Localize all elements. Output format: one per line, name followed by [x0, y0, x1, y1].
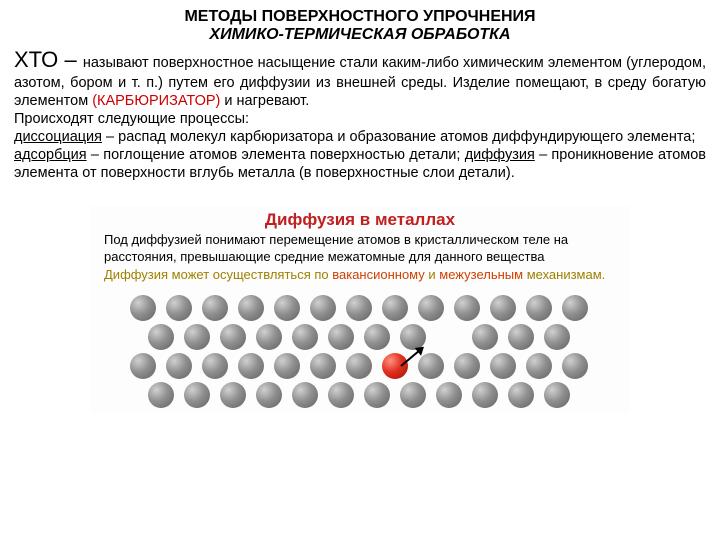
p2-c: и	[425, 267, 440, 282]
atom-gray	[220, 324, 246, 350]
atom-gray	[544, 382, 570, 408]
atom-gray	[130, 295, 156, 321]
atom-gray	[202, 353, 228, 379]
atom-gray	[364, 382, 390, 408]
atom-gray	[508, 382, 534, 408]
xto-term: ХТО	[14, 47, 58, 72]
karburizator: (КАРБЮРИЗАТОР)	[92, 93, 220, 109]
title-line-1: МЕТОДЫ ПОВЕРХНОСТНОГО УПРОЧНЕНИЯ	[14, 8, 706, 26]
atom-gray	[490, 353, 516, 379]
atom-gray	[436, 382, 462, 408]
atom-gray	[508, 324, 534, 350]
atom-lattice	[90, 289, 630, 413]
atom-gray	[238, 295, 264, 321]
intro-part2: и нагревают.	[220, 93, 309, 109]
atom-gray	[562, 353, 588, 379]
diffusion-diagram: Диффузия в металлах Под диффузией понима…	[90, 206, 630, 413]
atom-gray	[202, 295, 228, 321]
diagram-title: Диффузия в металлах	[90, 206, 630, 232]
atom-gray	[490, 295, 516, 321]
atom-gray	[256, 382, 282, 408]
title-line-2: ХИМИКО-ТЕРМИЧЕСКАЯ ОБРАБОТКА	[14, 26, 706, 44]
atom-gray	[166, 353, 192, 379]
atom-gray	[400, 382, 426, 408]
intro-line3: Происходят следующие процессы:	[14, 111, 249, 127]
atom-gray	[472, 382, 498, 408]
p2-e: механизмам.	[523, 267, 605, 282]
atom-gray	[454, 295, 480, 321]
term-interstitial: межузельным	[439, 267, 523, 282]
diagram-paragraph-1: Под диффузией понимают перемещение атомо…	[90, 232, 630, 267]
atom-gray	[418, 295, 444, 321]
atom-gray	[418, 353, 444, 379]
atom-gray	[562, 295, 588, 321]
term-dissociation: диссоциация	[14, 129, 102, 145]
atom-red	[382, 353, 408, 379]
atom-gray	[310, 295, 336, 321]
xto-dash: –	[58, 47, 83, 72]
term-adsorption: адсорбция	[14, 147, 87, 163]
atom-gray	[238, 353, 264, 379]
term-vacancy: вакансионному	[332, 267, 425, 282]
diagram-paragraph-2: Диффузия может осуществляться по ваканси…	[90, 267, 630, 287]
atom-gray	[274, 295, 300, 321]
atom-gray	[328, 324, 354, 350]
p2-a: Диффузия может осуществляться по	[104, 267, 332, 282]
atom-gray	[454, 353, 480, 379]
intro-paragraph: ХТО – называют поверхностное насыщение с…	[14, 46, 706, 182]
atom-gray	[130, 353, 156, 379]
atom-gray	[346, 353, 372, 379]
atom-gray	[526, 295, 552, 321]
atom-gray	[544, 324, 570, 350]
intro-line4b: – распад молекул карбюризатора и образов…	[102, 129, 695, 145]
atom-gray	[364, 324, 390, 350]
atom-gray	[184, 382, 210, 408]
atom-gray	[166, 295, 192, 321]
intro-line5b: – поглощение атомов элемента поверхность…	[87, 147, 465, 163]
atom-gray	[328, 382, 354, 408]
atom-gray	[148, 324, 174, 350]
term-diffusion: диффузия	[465, 147, 535, 163]
atom-gray	[472, 324, 498, 350]
atom-gray	[526, 353, 552, 379]
atom-gray	[382, 295, 408, 321]
atom-gray	[220, 382, 246, 408]
atom-gray	[148, 382, 174, 408]
atom-gray	[310, 353, 336, 379]
atom-gray	[184, 324, 210, 350]
atom-gray	[346, 295, 372, 321]
atom-gray	[292, 324, 318, 350]
atom-gray	[256, 324, 282, 350]
atom-gray	[292, 382, 318, 408]
atom-gray	[274, 353, 300, 379]
